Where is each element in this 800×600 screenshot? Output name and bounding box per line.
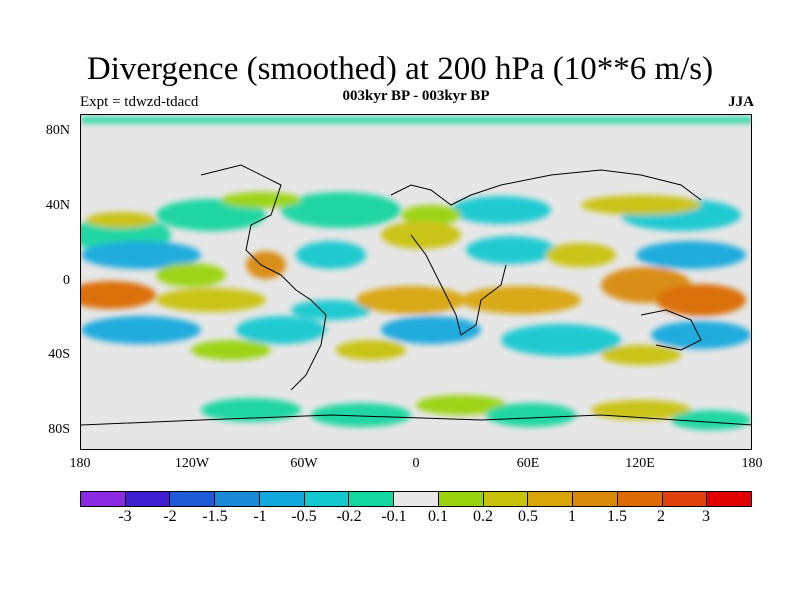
colorbar-swatch: [394, 492, 439, 506]
colorbar-swatch: [483, 492, 529, 506]
lat-label-0: 0: [63, 273, 70, 288]
color-bar: [80, 491, 752, 507]
colorbar-swatch: [170, 492, 216, 506]
colorbar-label: -1.5: [202, 508, 228, 525]
colorbar-label: -1: [253, 508, 267, 525]
colorbar-label: 0.5: [518, 508, 538, 525]
colorbar-swatch: [707, 492, 752, 506]
colorbar-label: -0.5: [291, 508, 317, 525]
colorbar-swatch: [81, 492, 126, 506]
map-canvas: [81, 117, 751, 430]
colorbar-swatch: [617, 492, 663, 506]
colorbar-label: 3: [702, 508, 710, 525]
lat-label-40s: 40S: [48, 347, 70, 362]
colorbar-swatch: [349, 492, 395, 506]
colorbar-swatch: [259, 492, 305, 506]
lon-label-180e: 180: [741, 456, 763, 471]
lon-label-180w: 180: [69, 456, 91, 471]
lat-label-80n: 80N: [45, 123, 70, 138]
season-label: JJA: [728, 94, 754, 110]
lon-label-60w: 60W: [290, 456, 318, 471]
colorbar-label: 0.2: [473, 508, 493, 525]
colorbar-label: 1.5: [607, 508, 627, 525]
colorbar-label: 0.1: [428, 508, 448, 525]
colorbar-swatch: [215, 492, 260, 506]
colorbar-swatch: [573, 492, 618, 506]
lon-label-0: 0: [412, 456, 420, 471]
lat-label-40n: 40N: [45, 198, 70, 213]
colorbar-label: -3: [118, 508, 132, 525]
colorbar-swatch: [662, 492, 708, 506]
plot-title: Divergence (smoothed) at 200 hPa (10**6 …: [86, 51, 714, 87]
experiment-label: Expt = tdwzd-tdacd: [80, 94, 199, 110]
lat-label-80s: 80S: [48, 422, 70, 437]
divergence-map: [80, 114, 752, 450]
colorbar-swatch: [438, 492, 484, 506]
lon-label-120w: 120W: [174, 456, 210, 471]
lon-label-60e: 60E: [516, 456, 540, 471]
lon-label-120e: 120E: [625, 456, 655, 471]
colorbar-label: -0.2: [336, 508, 362, 525]
colorbar-label: 2: [657, 508, 665, 525]
colorbar-swatch: [125, 492, 171, 506]
colorbar-label: -2: [163, 508, 177, 525]
colorbar-swatch: [528, 492, 574, 506]
colorbar-swatch: [304, 492, 350, 506]
plot-subtitle: 003kyr BP - 003kyr BP: [342, 88, 490, 104]
colorbar-label: -0.1: [381, 508, 407, 525]
colorbar-label: 1: [568, 508, 576, 525]
